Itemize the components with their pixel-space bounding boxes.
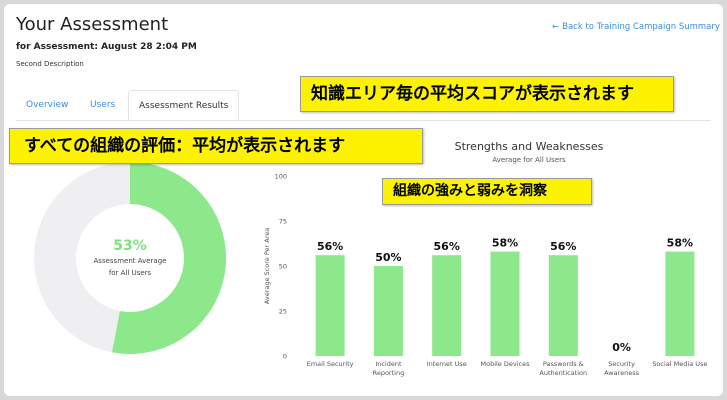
bar-value-label: 56% <box>434 240 460 253</box>
bar <box>490 251 520 356</box>
x-tick-label: Awareness <box>604 369 640 377</box>
tab-users[interactable]: Users <box>90 100 116 110</box>
x-tick-label: Social Media Use <box>652 360 707 368</box>
bar <box>315 255 345 356</box>
y-tick-label: 50 <box>279 263 287 271</box>
x-tick-label: Passwords & <box>543 360 584 368</box>
bar <box>548 255 578 356</box>
chart-subtitle: Average for All Users <box>492 156 566 164</box>
bar-value-label: 58% <box>667 237 693 250</box>
back-to-summary-link[interactable]: ← Back to Training Campaign Summary <box>552 22 720 32</box>
x-tick-label: Incident <box>375 360 402 368</box>
bar-value-label: 56% <box>550 240 576 253</box>
assessment-panel: Your Assessment for Assessment: August 2… <box>4 4 723 396</box>
x-tick-label: Security <box>608 360 635 368</box>
callout-area-average: 知識エリア毎の平均スコアが表示されます <box>300 76 674 112</box>
x-tick-label: Mobile Devices <box>480 360 530 368</box>
tab-divider <box>16 120 711 121</box>
average-score-value: 53% <box>113 238 147 254</box>
bar <box>432 255 462 356</box>
chart-title: Strengths and Weaknesses <box>454 140 604 153</box>
page-title: Your Assessment <box>16 14 169 35</box>
donut-caption-line2: for All Users <box>108 269 152 277</box>
callout-org-rating: すべての組織の評価：平均が表示されます <box>9 128 423 164</box>
bar-value-label: 58% <box>492 237 518 250</box>
bar <box>373 266 403 356</box>
arrow-left-icon: ← <box>552 22 560 32</box>
donut-center-text: 53% Assessment Average for All Users <box>34 238 226 278</box>
bar-value-label: 56% <box>317 240 343 253</box>
assessment-description: Second Description <box>16 60 84 68</box>
donut-fill-arc <box>112 162 226 354</box>
average-donut-chart: 53% Assessment Average for All Users <box>34 162 226 354</box>
donut-svg <box>34 162 226 354</box>
donut-caption-line1: Assessment Average <box>93 257 167 265</box>
x-tick-label: Internet Use <box>427 360 467 368</box>
y-tick-label: 0 <box>283 353 287 361</box>
tab-assessment-results[interactable]: Assessment Results <box>128 90 240 120</box>
x-tick-label: Authentication <box>539 369 587 377</box>
tab-bar: Overview Users Assessment Results <box>16 90 256 120</box>
x-tick-label: Email Security <box>307 360 354 368</box>
bar-value-label: 50% <box>375 251 401 264</box>
x-tick-label: Reporting <box>373 369 405 377</box>
y-axis-label: Average Score Per Area <box>263 228 271 304</box>
assessment-date: for Assessment: August 28 2:04 PM <box>16 42 197 52</box>
callout-strengths: 組織の強みと弱みを洞察 <box>382 178 592 205</box>
bar <box>665 251 695 356</box>
y-tick-label: 75 <box>279 218 287 226</box>
bar-value-label: 0% <box>612 341 631 354</box>
y-tick-label: 100 <box>275 173 287 181</box>
strengths-bar-chart: Average Score Per Area 0 25 50 75 100 56% Email… <box>263 173 707 378</box>
y-tick-label: 25 <box>279 308 287 316</box>
back-link-label: Back to Training Campaign Summary <box>562 22 720 32</box>
tab-overview[interactable]: Overview <box>26 100 69 110</box>
